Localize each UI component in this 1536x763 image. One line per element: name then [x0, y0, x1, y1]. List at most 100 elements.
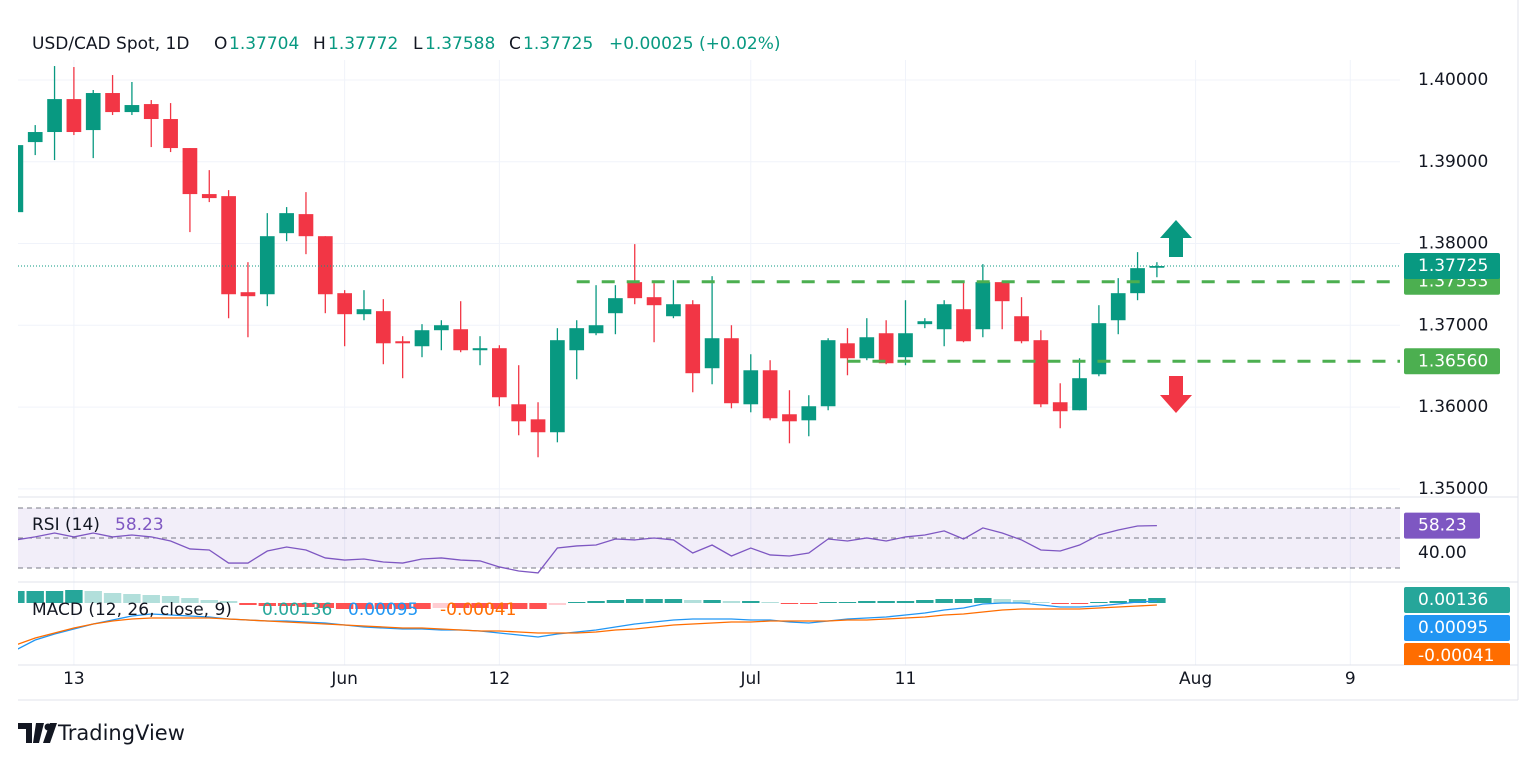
macd-histogram-bar — [451, 603, 470, 608]
candle-body — [259, 236, 275, 295]
y-tick-label: 1.35000 — [1418, 479, 1488, 499]
candle-body — [240, 292, 256, 297]
logo — [43, 723, 57, 743]
macd-histogram-bar — [181, 598, 199, 603]
macd-histogram-bar — [355, 603, 373, 609]
macd-line — [18, 600, 1157, 650]
macd-histogram-bar — [18, 591, 25, 603]
candle-body — [820, 340, 836, 407]
macd-histogram-bar — [664, 599, 683, 603]
y-tick-label: 1.38000 — [1418, 234, 1488, 254]
macd-histogram-bar — [258, 603, 276, 606]
macd-histogram-bar — [277, 603, 296, 606]
macd-title: MACD (12, 26, close, 9) — [32, 600, 232, 620]
macd-histogram-bar — [935, 599, 953, 603]
macd-readout: 0.00095 — [348, 600, 418, 620]
macd-histogram-bar — [1109, 601, 1127, 603]
change-percent: (+0.02%) — [699, 34, 781, 54]
up-arrow — [1160, 220, 1192, 257]
macd-readout: -0.00041 — [440, 600, 516, 620]
candle-body — [47, 99, 62, 133]
macd-histogram-bar — [684, 600, 702, 603]
macd-histogram-bar — [471, 603, 489, 608]
macd-histogram-bar — [626, 599, 644, 603]
macd-value-box — [1404, 587, 1510, 613]
candle-body — [569, 328, 585, 351]
x-tick-label: 12 — [489, 669, 511, 689]
macd-histogram-bar — [65, 590, 83, 603]
macd-histogram-bar — [219, 601, 238, 603]
macd-histogram-bar — [1051, 603, 1069, 604]
macd-histogram-bar — [374, 603, 393, 609]
frame — [18, 0, 1519, 701]
y-tick-label: 1.39000 — [1418, 152, 1488, 172]
candle-body — [994, 282, 1010, 302]
rsi-pane — [18, 507, 1400, 574]
macd-histogram-bar — [548, 603, 567, 605]
macd-histogram-bar — [316, 603, 335, 608]
candle-body — [27, 132, 43, 143]
header: USD/CAD Spot, 1D O 1.37704 H 1.37772 L 1… — [32, 34, 781, 54]
macd-histogram-bar — [200, 600, 218, 603]
macd-histogram-bar — [45, 591, 64, 603]
candle-body — [975, 282, 991, 330]
candle-body — [782, 414, 797, 422]
macd-value-box — [1404, 643, 1510, 665]
last-price-box — [1404, 253, 1500, 280]
macd-histogram-bar — [239, 603, 257, 605]
macd-histogram-bar — [993, 599, 1011, 603]
macd-histogram-bar — [142, 595, 160, 603]
candle-body — [143, 104, 159, 120]
candle-body — [646, 297, 662, 306]
ohlc-label: O — [214, 34, 227, 54]
macd-axis: 0.00136 0.00095 -0.00041 — [1404, 587, 1510, 666]
logo — [18, 723, 44, 743]
candle-body — [762, 370, 778, 419]
y-tick-label: 1.37000 — [1418, 315, 1488, 335]
candle-body — [356, 309, 372, 315]
candle-body — [859, 337, 875, 359]
candle-body — [472, 348, 488, 351]
macd-histogram-bar — [838, 602, 857, 603]
rsi-value-box — [1404, 512, 1480, 539]
x-tick-label: Jun — [330, 669, 358, 689]
y-tick-label: 1.40000 — [1418, 70, 1488, 90]
candle-body — [1052, 402, 1068, 412]
candle-body — [1014, 316, 1029, 342]
macd-value-label: 0.00095 — [1418, 618, 1488, 638]
candle-body — [163, 119, 178, 149]
x-tick-label: 11 — [895, 669, 917, 689]
macd-histogram-bar — [606, 600, 625, 603]
candle-body — [66, 99, 82, 133]
candle-body — [898, 333, 913, 358]
candle-body — [743, 370, 759, 405]
macd-value-label: -0.00041 — [1418, 646, 1494, 666]
macd-histogram-bar — [568, 602, 586, 603]
macd-header: MACD (12, 26, close, 9) 0.00136 0.00095 … — [32, 600, 516, 620]
macd-histogram-bar — [703, 600, 721, 603]
macd-histogram-bar — [858, 601, 876, 603]
ohlc-label: H — [313, 34, 326, 54]
macd-histogram-bar — [587, 601, 605, 603]
candle-body — [666, 304, 681, 317]
candle-body — [85, 93, 101, 131]
macd-histogram-bar — [123, 594, 141, 603]
candle-body — [453, 329, 469, 351]
candle-body — [298, 214, 314, 237]
candle-body — [840, 343, 855, 359]
candle-body — [18, 145, 24, 213]
candle-body — [704, 338, 720, 369]
candle-body — [182, 148, 198, 195]
macd-histogram-bar — [490, 603, 509, 609]
candle-body — [801, 406, 817, 421]
candle-body — [105, 93, 120, 113]
ohlc-label: C — [509, 34, 521, 54]
macd-readout: 0.00136 — [262, 600, 332, 620]
macd-histogram-bar — [742, 601, 760, 603]
candle-body — [433, 325, 449, 331]
y-tick-label: 1.36000 — [1418, 397, 1488, 417]
macd-histogram-bar — [1128, 599, 1147, 603]
candle-body — [936, 304, 952, 330]
